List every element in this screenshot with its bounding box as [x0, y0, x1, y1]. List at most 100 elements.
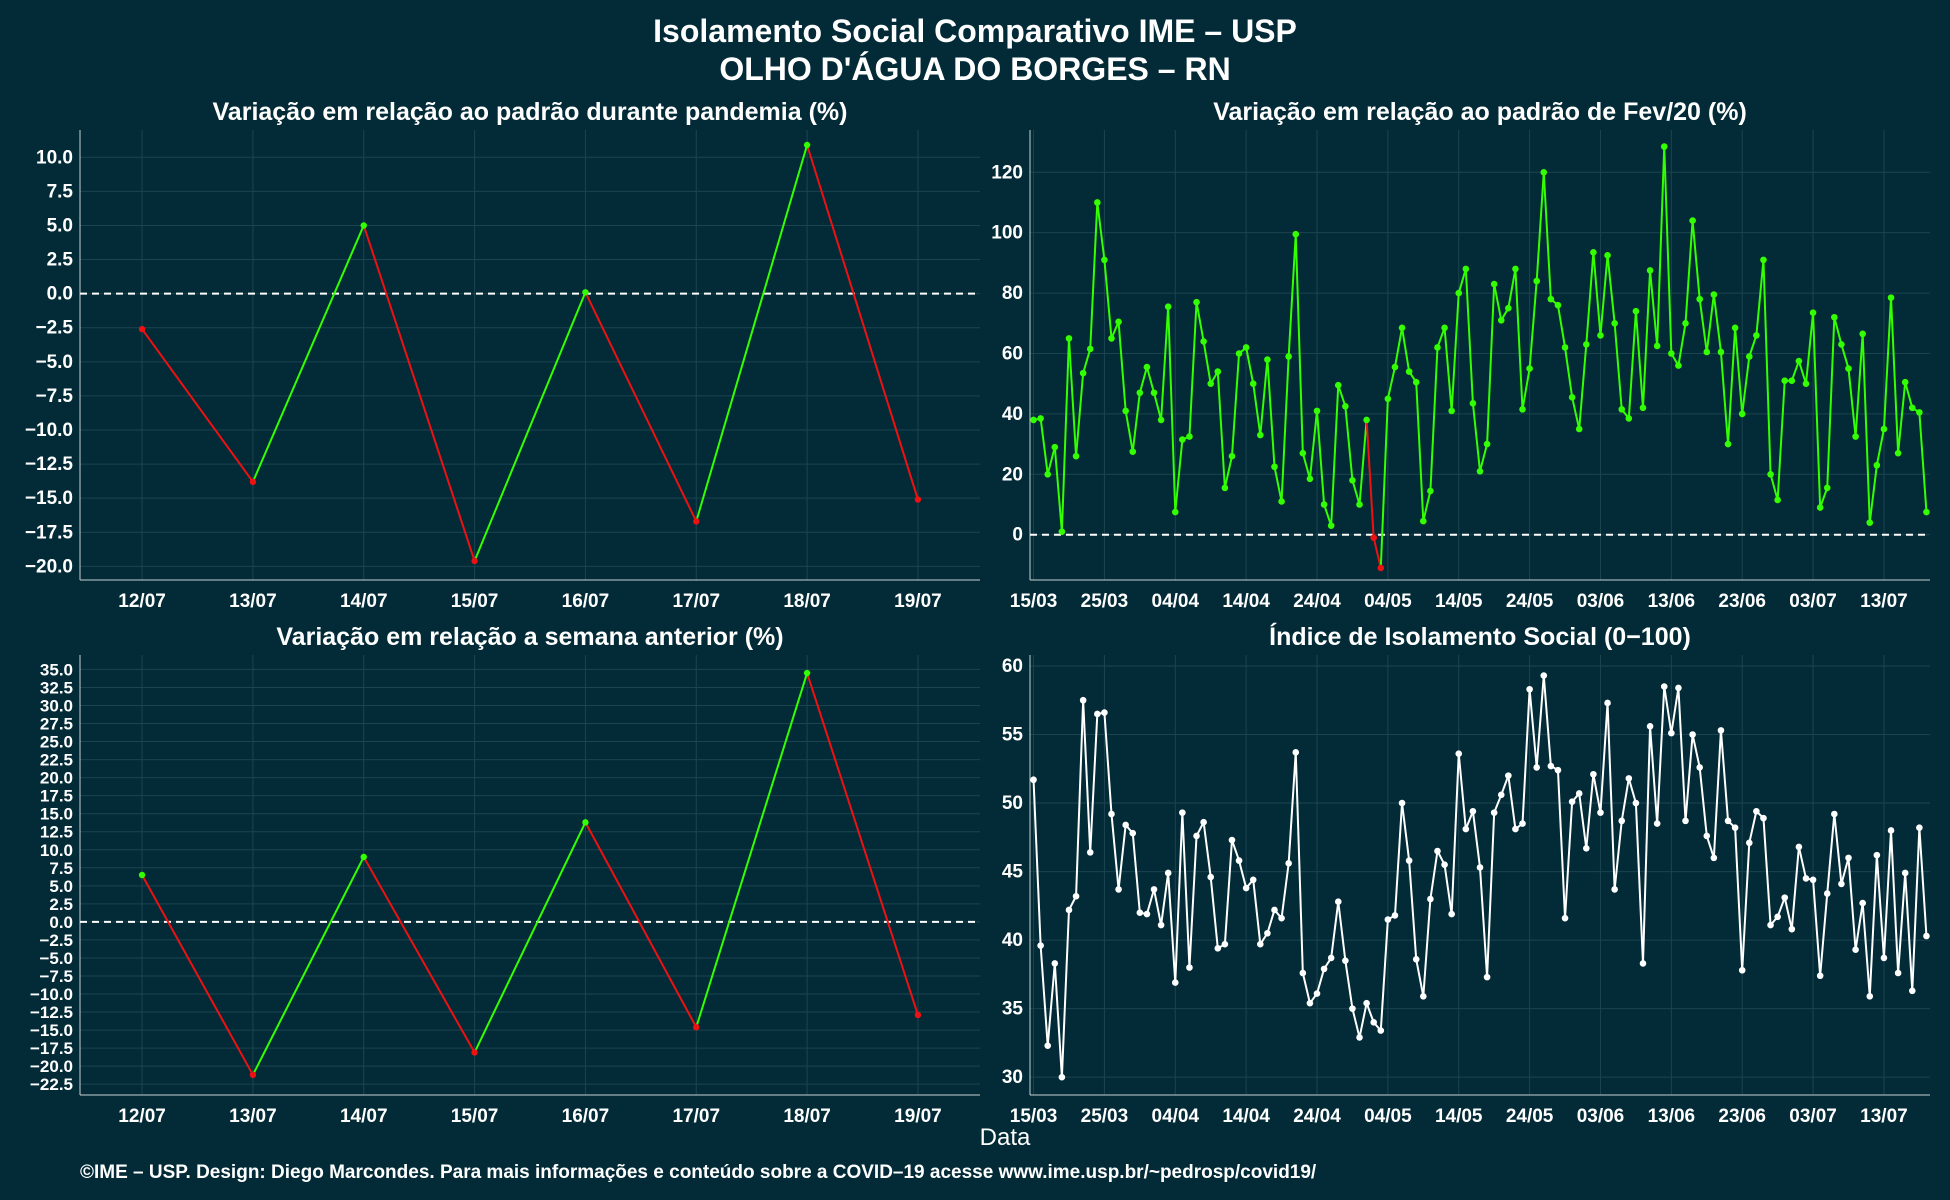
x-tick-label: 15/07	[451, 1106, 499, 1127]
data-point	[1079, 696, 1087, 704]
y-tick-label: −2.5	[35, 318, 73, 339]
data-point	[1831, 313, 1838, 321]
data-point	[1079, 369, 1087, 377]
data-point	[1660, 143, 1668, 150]
series-segment	[1316, 968, 1326, 994]
data-point	[1115, 318, 1122, 326]
series-segment	[1705, 835, 1715, 859]
data-point	[249, 478, 257, 486]
series-segment	[1223, 839, 1233, 945]
y-tick-label: 30	[1002, 1067, 1023, 1088]
series-segment	[1521, 368, 1531, 410]
series-segment	[1344, 406, 1354, 481]
data-point	[1200, 338, 1207, 345]
data-point	[1136, 389, 1144, 397]
y-tick-label: 0	[1012, 525, 1023, 546]
data-point	[1370, 1019, 1378, 1026]
series-segment	[1514, 268, 1524, 410]
y-tick-label: 0.0	[49, 913, 73, 932]
series-segment	[1698, 298, 1708, 353]
series-segment	[1082, 700, 1092, 853]
y-tick-label: 10.0	[36, 147, 73, 168]
series-segment	[1323, 504, 1333, 526]
data-point	[1193, 832, 1200, 840]
data-point	[1802, 875, 1810, 882]
data-point	[1278, 498, 1285, 505]
data-point	[1831, 810, 1838, 818]
data-point	[1214, 945, 1222, 952]
data-point	[1143, 910, 1151, 918]
data-point	[1292, 749, 1300, 756]
data-point	[1582, 341, 1590, 348]
series-segment	[1705, 294, 1715, 353]
data-point	[1745, 353, 1753, 360]
data-point	[1731, 324, 1739, 332]
data-point	[1377, 1027, 1385, 1034]
data-point	[1157, 416, 1165, 424]
data-point	[1448, 407, 1455, 415]
series-segment	[1875, 855, 1885, 958]
series-segment	[1762, 818, 1772, 926]
series-segment	[1755, 259, 1765, 336]
series-segment	[1535, 675, 1545, 768]
data-point	[1696, 764, 1703, 771]
series-segment	[1592, 252, 1602, 336]
series-segment	[1039, 418, 1049, 475]
series-segment	[1797, 360, 1807, 384]
series-segment	[1230, 353, 1241, 457]
data-point	[1646, 722, 1654, 730]
series-segment	[1153, 392, 1163, 421]
series-segment	[1712, 294, 1722, 353]
series-segment	[1358, 1002, 1368, 1038]
series-segment	[1188, 835, 1198, 968]
y-tick-label: 50	[1002, 793, 1023, 814]
data-point	[1412, 955, 1420, 963]
data-point	[1845, 365, 1852, 372]
data-point	[1320, 965, 1328, 973]
series-segment	[1089, 202, 1099, 350]
data-point	[693, 518, 700, 525]
data-point	[1051, 960, 1059, 967]
x-tick-label: 03/07	[1789, 1106, 1837, 1127]
series-segment	[1294, 234, 1304, 454]
series-segment	[806, 144, 919, 500]
series-segment	[1641, 726, 1652, 964]
panel-title: Índice de Isolamento Social (0−100)	[1269, 622, 1691, 651]
data-point	[1476, 864, 1484, 871]
series-segment	[1117, 824, 1127, 890]
data-point	[1547, 762, 1555, 770]
series-segment	[473, 821, 587, 1053]
data-point	[1653, 820, 1661, 827]
data-point	[1894, 449, 1902, 457]
data-point	[249, 1071, 257, 1079]
data-point	[1264, 929, 1271, 937]
data-point	[1823, 484, 1831, 492]
data-point	[1412, 378, 1420, 386]
data-point	[1405, 368, 1413, 375]
series-segment	[252, 856, 365, 1076]
series-segment	[1833, 813, 1843, 885]
series-segment	[1252, 879, 1262, 945]
data-point	[1448, 910, 1455, 918]
series-segment	[1060, 909, 1070, 1078]
series-segment	[1882, 830, 1893, 958]
series-segment	[141, 874, 254, 1076]
x-axis-label: Data	[980, 1124, 1031, 1151]
series-segment	[695, 672, 809, 1028]
data-point	[1547, 295, 1555, 303]
series-segment	[141, 328, 254, 483]
series-segment	[1032, 779, 1042, 946]
x-tick-label: 03/07	[1789, 591, 1837, 612]
data-point	[1334, 381, 1342, 389]
series-segment	[1415, 382, 1425, 522]
data-point	[1391, 912, 1399, 919]
data-point	[1901, 378, 1909, 386]
data-point	[1675, 684, 1682, 692]
y-tick-label: 2.5	[47, 250, 74, 271]
data-point	[1908, 404, 1916, 412]
series-segment	[1273, 466, 1283, 502]
series-segment	[1868, 855, 1878, 997]
data-point	[1916, 824, 1923, 832]
series-segment	[1379, 398, 1389, 568]
series-segment	[584, 821, 698, 1028]
